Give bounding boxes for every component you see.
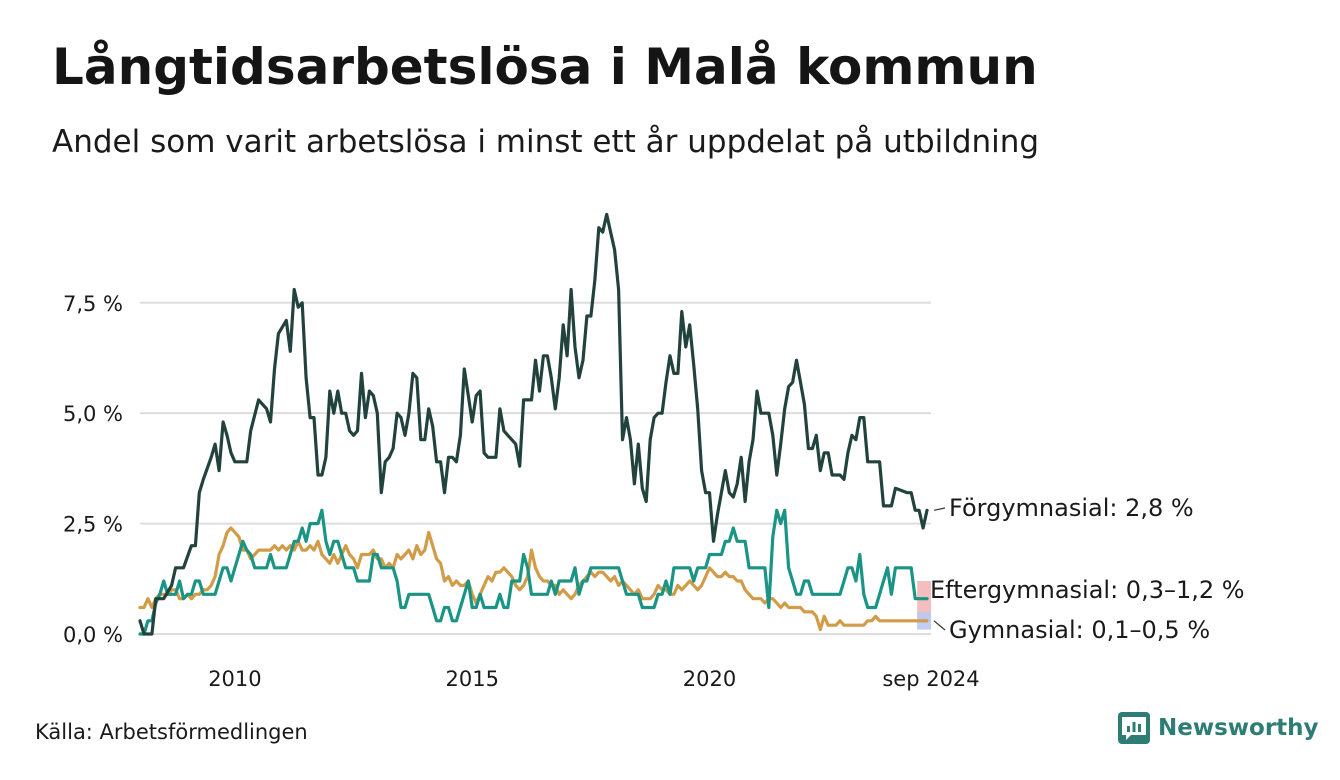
y-tick-label: 0,0 % <box>63 623 123 647</box>
gymnasial-end-label: Gymnasial: 0,1–0,5 % <box>949 616 1210 644</box>
gymnasial-series-line <box>138 526 929 632</box>
x-tick-label: 2020 <box>683 667 736 691</box>
source-note: Källa: Arbetsförmedlingen <box>35 720 308 744</box>
y-tick-label: 2,5 % <box>63 513 123 537</box>
x-tick-label: sep 2024 <box>882 667 979 691</box>
eftergymnasial-end-label: Eftergymnasial: 0,3–1,2 % <box>930 576 1245 604</box>
eftergymnasial-series-line <box>138 508 929 636</box>
end-labels: Förgymnasial: 2,8 % Eftergymnasial: 0,3–1… <box>930 494 1245 644</box>
forgymnasial-leader-line <box>933 507 946 511</box>
brand-name: Newsworthy <box>1158 715 1319 741</box>
forgymnasial-series-line <box>138 212 929 636</box>
gymnasial-leader-line <box>933 620 946 631</box>
page-subtitle: Andel som varit arbetslösa i minst ett å… <box>52 124 1040 160</box>
x-tick-label: 2010 <box>208 667 261 691</box>
gridlines <box>140 301 931 635</box>
x-axis-ticks: 2010 2015 2020 sep 2024 <box>208 667 979 691</box>
eftergymnasial-range-band <box>917 581 931 621</box>
newsworthy-logo-icon <box>1118 712 1150 744</box>
newsworthy-logo: Newsworthy <box>1118 712 1319 744</box>
x-tick-label: 2015 <box>445 667 498 691</box>
y-tick-label: 7,5 % <box>63 292 123 316</box>
page-title: Långtidsarbetslösa i Malå kommun <box>52 38 1038 96</box>
y-tick-label: 5,0 % <box>63 402 123 426</box>
series-lines <box>138 212 929 636</box>
forgymnasial-end-label: Förgymnasial: 2,8 % <box>949 494 1194 522</box>
y-axis-ticks: 0,0 % 2,5 % 5,0 % 7,5 % <box>63 292 123 647</box>
